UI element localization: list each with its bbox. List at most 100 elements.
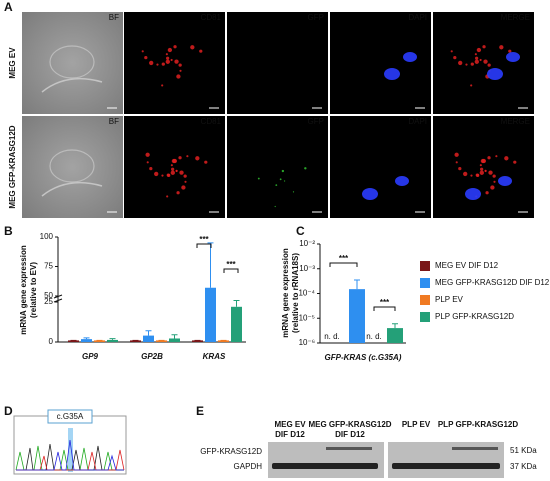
bar [349, 289, 365, 343]
signal [149, 166, 153, 171]
mutation-label: c.G35A [57, 412, 84, 421]
error-bar [145, 330, 152, 336]
bar [94, 340, 105, 342]
signal [166, 195, 169, 198]
signal [178, 156, 182, 160]
cell [49, 45, 95, 79]
signal [167, 173, 171, 178]
significance-bracket [223, 268, 239, 273]
fluor-image [330, 116, 431, 218]
signal [173, 45, 177, 49]
nucleus [384, 68, 400, 80]
bar [68, 340, 79, 342]
trace [16, 449, 125, 471]
bar [81, 339, 92, 342]
signal [175, 169, 178, 172]
signal [482, 45, 486, 49]
signal [257, 177, 260, 180]
nucleus [506, 52, 520, 62]
signal [274, 205, 276, 208]
y-tick-label: 10⁻² [299, 239, 315, 248]
signal [171, 158, 177, 164]
bar [231, 306, 242, 342]
bar [192, 340, 203, 342]
bf-image [22, 12, 123, 114]
band [272, 463, 378, 469]
signal [161, 174, 164, 177]
bar [130, 340, 141, 342]
band [392, 463, 500, 469]
nucleus [395, 176, 409, 186]
y-tick-label: 10⁻³ [299, 264, 315, 273]
legend-label: PLP EV [435, 295, 464, 304]
x-tick-label: GP2B [141, 352, 163, 361]
signal [186, 155, 189, 158]
nucleus [465, 188, 481, 200]
signal [165, 53, 168, 56]
y-axis-label: mRNA gene expression [19, 245, 28, 335]
signal [146, 161, 149, 164]
fluor-image [124, 116, 225, 218]
error-bar [83, 337, 90, 340]
row-label: GAPDH [234, 462, 263, 471]
signal [156, 63, 159, 66]
signal [199, 49, 203, 53]
signal [476, 47, 482, 53]
y-tick-label: 10⁻⁵ [299, 313, 315, 322]
lane-label: DIF D12 [335, 430, 365, 439]
row-label: MEG EV [8, 47, 17, 79]
channel-label: BF [109, 13, 119, 22]
significance: *** [339, 254, 349, 263]
signal [165, 59, 170, 64]
signal [141, 50, 144, 53]
signal [479, 164, 482, 167]
signal [454, 152, 459, 157]
y-tick-label: 25 [44, 297, 53, 306]
legend-swatch [420, 278, 430, 288]
signal [470, 174, 473, 177]
signal [204, 160, 208, 164]
channel-label: MERGE [501, 117, 530, 126]
cell-process [41, 181, 103, 197]
significance-bracket [196, 243, 212, 248]
error-bar [233, 300, 240, 307]
signal [484, 169, 487, 172]
y-tick-label: 0 [49, 337, 54, 346]
signal [453, 55, 457, 60]
signal [479, 58, 482, 62]
channel-label: GFP [308, 13, 324, 22]
y-tick-label: 10⁻⁴ [298, 289, 315, 298]
panel-label: E [196, 404, 204, 418]
panel-label: D [4, 404, 13, 418]
signal [178, 63, 182, 67]
signal [170, 164, 173, 167]
bar [156, 340, 167, 342]
signal [279, 178, 282, 181]
band [326, 447, 372, 450]
x-tick-label: KRAS [203, 352, 226, 361]
signal [485, 191, 489, 195]
y-tick-label: 100 [40, 232, 54, 241]
signal [480, 167, 484, 171]
lane-label: DIF D12 [275, 430, 305, 439]
signal [171, 167, 175, 171]
signal [174, 59, 179, 64]
lane-label: PLP EV [402, 420, 431, 429]
signal [275, 184, 278, 186]
value-label: n. d. [366, 332, 382, 341]
signal [176, 191, 180, 195]
bf-image [22, 116, 123, 218]
signal [450, 50, 453, 53]
signal [463, 171, 468, 177]
error-bar [171, 334, 178, 339]
signal [488, 170, 493, 175]
channel-label: BF [109, 117, 119, 126]
signal [490, 185, 495, 190]
signal [483, 59, 488, 64]
x-tick-label: GP9 [82, 352, 99, 361]
size-label: 37 KDa [510, 462, 537, 471]
signal [184, 180, 187, 183]
legend-swatch [420, 261, 430, 271]
fluor-image [124, 12, 225, 114]
signal [513, 160, 517, 164]
